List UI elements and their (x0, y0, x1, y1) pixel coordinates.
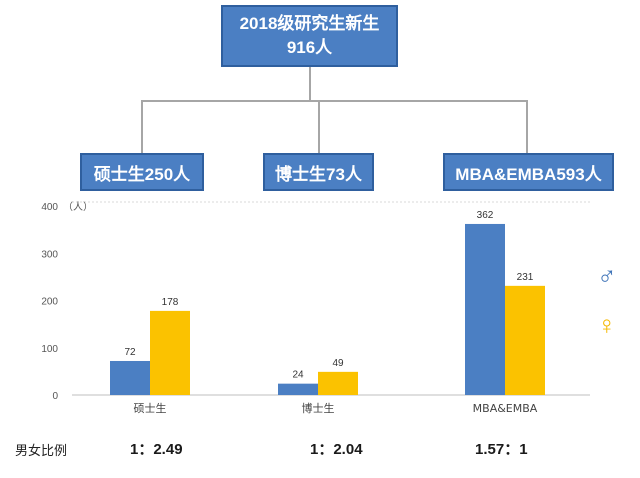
connector-left-drop (141, 100, 143, 153)
bar-female (150, 310, 190, 395)
x-category-label: MBA&EMBA (473, 402, 538, 415)
phd-students-box: 博士生73人 (263, 153, 374, 191)
master-box-label: 硕士生250人 (93, 164, 191, 184)
bar-value-label: 231 (517, 272, 534, 283)
y-tick-label: 0 (52, 391, 58, 402)
connector-right-drop (526, 100, 528, 153)
bar-female (318, 371, 358, 395)
mba-box-label: MBA&EMBA593人 (455, 164, 602, 184)
y-axis-label: （人） (63, 201, 93, 213)
y-tick-label: 400 (41, 202, 58, 213)
male-symbol-icon: ♂ (597, 260, 617, 290)
connector-mid-drop (318, 100, 320, 153)
x-category-label: 博士生 (302, 401, 335, 415)
bar-female (505, 285, 545, 395)
bar-value-label: 362 (477, 210, 494, 221)
bar-value-label: 72 (124, 347, 136, 358)
gender-bar-chart: 0 100 200 300 400 （人） 72 178 硕士生 24 49 博士生 362 231 MBA… (41, 201, 590, 415)
total-count: 916人 (286, 38, 333, 57)
bar-value-label: 24 (292, 370, 304, 381)
mba-students-box: MBA&EMBA593人 (443, 153, 614, 191)
x-category-label: 硕士生 (134, 401, 167, 415)
total-title: 2018级研究生新生 (239, 14, 380, 33)
master-students-box: 硕士生250人 (80, 153, 204, 191)
ratio-mba: 1.57：1 (475, 441, 528, 458)
ratio-master: 1：2.49 (130, 441, 183, 458)
bar-value-label: 49 (332, 358, 344, 369)
female-symbol-icon: ♀ (597, 310, 617, 340)
ratio-phd: 1：2.04 (310, 441, 363, 458)
y-tick-label: 200 (41, 297, 58, 308)
total-freshmen-box: 2018级研究生新生 916人 (221, 5, 398, 67)
phd-box-label: 博士生73人 (275, 164, 362, 184)
bar-value-label: 178 (162, 297, 179, 308)
y-tick-label: 100 (41, 344, 58, 355)
bar-male (465, 223, 505, 395)
connector-horizontal (141, 100, 528, 102)
bar-male (110, 360, 150, 395)
connector-vertical-top (309, 67, 311, 101)
ratio-row-label: 男女比例 (15, 443, 68, 458)
y-tick-label: 300 (41, 249, 58, 260)
bar-male (278, 383, 318, 395)
